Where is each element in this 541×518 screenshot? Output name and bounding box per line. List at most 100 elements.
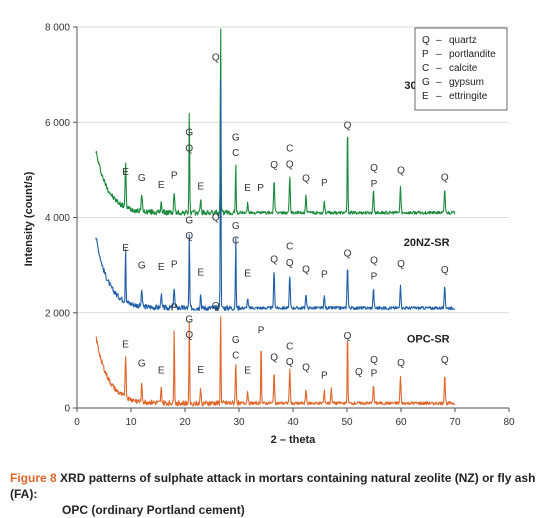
peak-label: Q bbox=[370, 355, 378, 366]
figure-caption: Figure 8 XRD patterns of sulphate attack… bbox=[10, 470, 536, 518]
caption-text-line1: XRD patterns of sulphate attack in morta… bbox=[10, 471, 536, 501]
series-line-20nz-sr bbox=[95, 79, 456, 312]
peak-label: P bbox=[258, 326, 265, 337]
peak-label: G bbox=[138, 260, 146, 271]
peak-label: G bbox=[232, 132, 240, 143]
series-label: 20NZ-SR bbox=[404, 237, 450, 249]
xrd-chart: 0 10 20 30 40 50 60 70 80 0 2 000 4 000 6 000 8 000 E… bbox=[23, 23, 515, 447]
peak-label: Q bbox=[270, 160, 278, 171]
peak-label: E bbox=[197, 181, 204, 192]
x-tick-label: 20 bbox=[179, 417, 191, 428]
series-line-opc-sr bbox=[95, 316, 456, 407]
peak-label: E bbox=[122, 243, 129, 254]
peak-label: C bbox=[286, 241, 293, 252]
peak-label: Q bbox=[370, 163, 378, 174]
peak-label: E bbox=[122, 340, 129, 351]
peak-label: Q bbox=[302, 173, 310, 184]
peak-label: G bbox=[232, 221, 240, 232]
peak-label: Q bbox=[397, 259, 405, 270]
x-tick-label: 80 bbox=[503, 417, 515, 428]
series-line-30fa-sr bbox=[95, 28, 456, 216]
peak-label: E bbox=[197, 268, 204, 279]
peak-label: E bbox=[244, 366, 251, 377]
peak-label: Q bbox=[286, 357, 294, 368]
peak-label: Q bbox=[212, 301, 220, 312]
peak-label: P bbox=[321, 178, 328, 189]
peak-label: P bbox=[321, 370, 328, 381]
y-tick-label: 2 000 bbox=[45, 308, 70, 319]
peak-label: P bbox=[321, 270, 328, 281]
peak-label: E bbox=[122, 167, 129, 178]
peak-label: Q bbox=[397, 358, 405, 369]
x-tick-label: 50 bbox=[341, 417, 353, 428]
x-tick-label: 70 bbox=[449, 417, 461, 428]
peak-label: C bbox=[232, 350, 239, 361]
peak-label: Q bbox=[344, 249, 352, 260]
peak-label: P bbox=[171, 170, 178, 181]
peak-label: Q bbox=[441, 265, 449, 276]
gridlines bbox=[77, 26, 509, 314]
legend-symbol: C bbox=[422, 63, 429, 74]
legend-name: gypsum bbox=[449, 77, 484, 88]
peak-label: E bbox=[244, 183, 251, 194]
x-tick-label: 40 bbox=[287, 417, 299, 428]
peak-label: Q bbox=[212, 52, 220, 63]
peak-labels: EGEPGQEQGCEPQCQQPQQPQQ30FA-SREGEPGQEQGCE… bbox=[122, 52, 449, 381]
peak-label: G bbox=[185, 128, 193, 139]
peak-label: E bbox=[244, 269, 251, 280]
y-tick-label: 0 bbox=[64, 404, 70, 415]
axes: 0 10 20 30 40 50 60 70 80 0 2 000 4 000 6 000 8 000 bbox=[45, 23, 515, 429]
peak-label: P bbox=[257, 183, 264, 194]
series-label: OPC-SR bbox=[407, 333, 450, 345]
legend-dash: – bbox=[436, 35, 442, 46]
peak-label: Q bbox=[370, 256, 378, 267]
peak-label: P bbox=[371, 369, 378, 380]
x-tick-label: 30 bbox=[233, 417, 245, 428]
series-layer bbox=[95, 28, 456, 407]
peak-label: P bbox=[171, 260, 178, 271]
legend-dash: – bbox=[436, 91, 442, 102]
y-tick-label: 6 000 bbox=[45, 118, 70, 129]
peak-label: Q bbox=[270, 352, 278, 363]
peak-label: G bbox=[232, 335, 240, 346]
figure-number: Figure 8 bbox=[10, 471, 57, 485]
x-tick-label: 0 bbox=[74, 417, 80, 428]
peak-label: E bbox=[158, 262, 165, 273]
legend-symbol: G bbox=[422, 77, 430, 88]
legend-dash: – bbox=[436, 49, 442, 60]
peak-label: Q bbox=[286, 159, 294, 170]
peak-label: E bbox=[158, 366, 165, 377]
peak-label: Q bbox=[441, 172, 449, 183]
peak-label: G bbox=[185, 314, 193, 325]
peak-label: C bbox=[232, 148, 239, 159]
peak-label: Q bbox=[185, 330, 193, 341]
peak-label: C bbox=[232, 236, 239, 247]
legend-name: ettringite bbox=[449, 91, 488, 102]
peak-label: C bbox=[286, 143, 293, 154]
peak-label: Q bbox=[355, 367, 363, 378]
peak-label: Q bbox=[185, 143, 193, 154]
legend-name: quartz bbox=[449, 35, 477, 46]
peak-label: C bbox=[286, 341, 293, 352]
legend-dash: – bbox=[436, 63, 442, 74]
peak-label: Q bbox=[441, 355, 449, 366]
y-tick-label: 4 000 bbox=[45, 213, 70, 224]
legend-symbol: P bbox=[422, 49, 429, 60]
y-tick-label: 8 000 bbox=[45, 23, 70, 34]
peak-label: G bbox=[185, 216, 193, 227]
y-axis-title: Intensity (count/s) bbox=[23, 171, 35, 266]
legend-box bbox=[414, 27, 508, 111]
peak-label: P bbox=[371, 179, 378, 190]
peak-label: Q bbox=[302, 362, 310, 373]
peak-label: E bbox=[197, 365, 204, 376]
peak-label: E bbox=[158, 180, 165, 191]
x-axis-title: 2 – theta bbox=[271, 434, 317, 446]
peak-label: Q bbox=[397, 166, 405, 177]
x-tick-label: 10 bbox=[125, 417, 137, 428]
peak-label: Q bbox=[185, 231, 193, 242]
peak-label: Q bbox=[270, 254, 278, 265]
x-tick-label: 60 bbox=[395, 417, 407, 428]
peak-label: Q bbox=[212, 212, 220, 223]
legend-symbol: Q bbox=[422, 35, 430, 46]
